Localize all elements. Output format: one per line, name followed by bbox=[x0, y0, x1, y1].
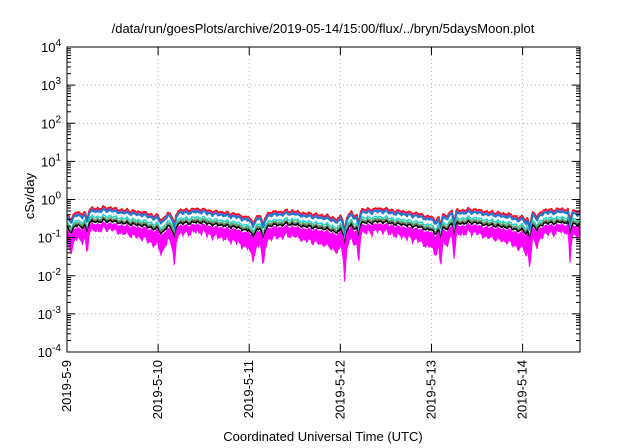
y-tick-label: 10-2 bbox=[38, 267, 62, 284]
y-tick-label: 101 bbox=[41, 152, 61, 169]
y-tick-labels: 10-4 10-3 10-2 10-1 100 101 102 103 104 bbox=[38, 38, 62, 360]
y-tick-label: 10-4 bbox=[38, 343, 62, 360]
plot-area bbox=[67, 205, 580, 282]
y-tick-label: 100 bbox=[41, 191, 61, 208]
x-axis-label: Coordinated Universal Time (UTC) bbox=[223, 429, 422, 444]
series-line-blue bbox=[67, 207, 580, 238]
y-tick-label: 10-1 bbox=[38, 229, 62, 246]
y-tick-label: 10-3 bbox=[38, 305, 62, 322]
series-magenta-band bbox=[67, 221, 580, 282]
x-tick-label: 2019-5-12 bbox=[332, 360, 347, 419]
x-tick-label: 2019-5-11 bbox=[241, 360, 256, 418]
series-line-cyan bbox=[67, 213, 580, 244]
chart-title: /data/run/goesPlots/archive/2019-05-14/1… bbox=[112, 21, 535, 36]
series-line-black bbox=[67, 218, 580, 248]
y-tick-label: 102 bbox=[41, 114, 61, 131]
y-tick-label: 104 bbox=[41, 38, 61, 55]
series-line-magenta-lower bbox=[67, 221, 580, 251]
grid-lines bbox=[67, 47, 580, 352]
y-tick-label: 103 bbox=[41, 76, 61, 93]
axes bbox=[66, 46, 581, 353]
series-line-red bbox=[67, 205, 580, 236]
y-axis-label: cSv/day bbox=[22, 172, 37, 219]
x-tick-label: 2019-5-13 bbox=[423, 360, 438, 419]
x-tick-label: 2019-5-9 bbox=[59, 360, 74, 412]
x-tick-label: 2019-5-10 bbox=[150, 360, 165, 419]
x-tick-label: 2019-5-14 bbox=[515, 360, 530, 419]
x-tick-labels: 2019-5-9 2019-5-10 2019-5-11 2019-5-12 2019-… bbox=[59, 360, 530, 419]
